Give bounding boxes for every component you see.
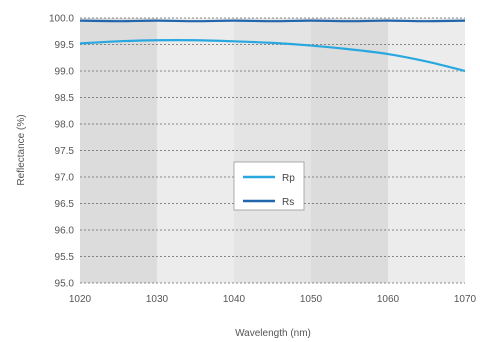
y-tick-label: 97.5 <box>55 146 75 157</box>
y-tick-label: 98.5 <box>55 93 75 104</box>
x-tick-label: 1060 <box>377 294 400 305</box>
x-tick-label: 1070 <box>454 294 477 305</box>
y-axis-title: Reflectance (%) <box>16 114 27 185</box>
y-tick-label: 100.0 <box>49 14 74 25</box>
y-tick-label: 99.5 <box>55 40 75 51</box>
y-tick-labels: 95.0 95.5 96.0 96.5 97.0 97.5 98.0 98.5 99.0 99.5… <box>49 14 74 290</box>
y-tick-label: 95.0 <box>55 279 75 290</box>
y-tick-label: 95.5 <box>55 252 75 263</box>
y-tick-label: 99.0 <box>55 67 75 78</box>
x-tick-label: 1040 <box>223 294 246 305</box>
series-lines <box>79 19 466 73</box>
legend-label-rp: Rp <box>282 173 295 184</box>
y-tick-label: 96.5 <box>55 199 75 210</box>
x-tick-label: 1030 <box>146 294 169 305</box>
x-axis-title: Wavelength (nm) <box>235 328 311 339</box>
legend-label-rs: Rs <box>282 197 294 208</box>
x-tick-label: 1020 <box>69 294 92 305</box>
series-line-rp <box>79 39 466 73</box>
series-line-rs <box>79 19 466 23</box>
legend: Rp Rs <box>233 161 305 211</box>
y-tick-label: 96.0 <box>55 226 75 237</box>
grid-lines <box>80 17 465 284</box>
x-tick-label: 1050 <box>300 294 323 305</box>
y-tick-label: 97.0 <box>55 173 75 184</box>
y-tick-label: 98.0 <box>55 120 75 131</box>
x-tick-labels: 1020 1030 1040 1050 1060 1070 <box>69 294 477 305</box>
